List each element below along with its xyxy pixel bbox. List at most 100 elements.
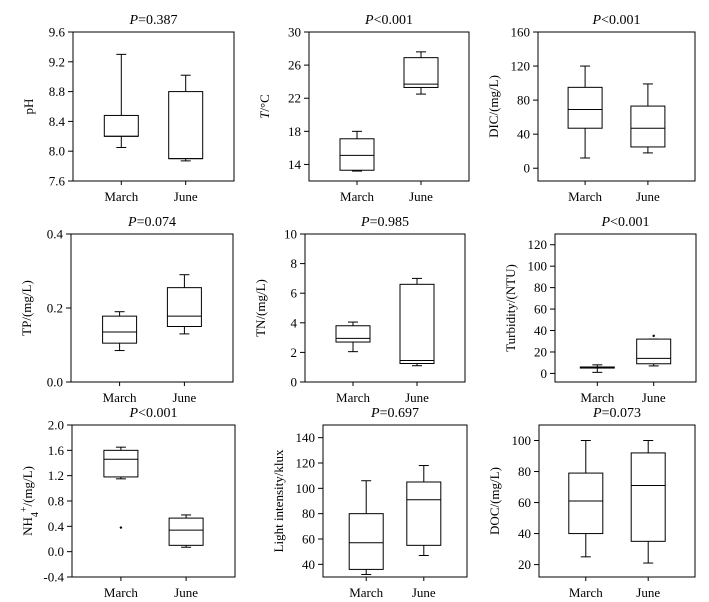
x-category-label: June bbox=[636, 189, 660, 204]
y-tick-label: 10 bbox=[284, 227, 297, 242]
x-category-label: March bbox=[580, 390, 614, 405]
y-label-rest: /(mg/L) bbox=[20, 466, 35, 506]
box-march bbox=[339, 130, 375, 172]
iqr-box bbox=[335, 325, 371, 343]
y-tick-label: 100 bbox=[296, 481, 316, 496]
outlier-point bbox=[652, 334, 655, 338]
y-tick-label: 20 bbox=[534, 344, 547, 359]
y-axis-label: Light intensity/klux bbox=[271, 449, 286, 552]
y-tick-label: 60 bbox=[302, 532, 315, 547]
title-p-value: =0.697 bbox=[380, 406, 419, 421]
y-tick-label: 60 bbox=[534, 302, 547, 317]
iqr-box bbox=[166, 287, 202, 327]
y-tick-label: 40 bbox=[517, 127, 530, 142]
iqr-box bbox=[102, 315, 138, 344]
y-label-sup: + bbox=[19, 506, 30, 512]
title-p-symbol: P bbox=[129, 13, 139, 28]
boxplot-panel-7: P<0.001 2.0 1.6 1.2 0.8 0.4 0.0 -0.4 NH4+/(mg/L)… bbox=[19, 406, 236, 600]
plot-frame bbox=[71, 424, 236, 578]
y-tick-label: 7.6 bbox=[49, 174, 66, 189]
iqr-box bbox=[636, 338, 672, 365]
y-tick-label: 80 bbox=[517, 93, 530, 108]
plot-frame bbox=[554, 233, 697, 383]
y-axis-label: TN/(mg/L) bbox=[253, 279, 268, 337]
y-tick-label: 0.0 bbox=[48, 544, 64, 559]
boxplot-panel-5: P=0.985 10 8 6 4 2 0 TN/(mg/L) March June bbox=[253, 215, 466, 405]
panel-title: P<0.001 bbox=[592, 13, 641, 28]
x-category-label: March bbox=[336, 390, 370, 405]
iqr-box bbox=[168, 91, 204, 160]
y-tick-label: 40 bbox=[302, 557, 315, 572]
y-tick-label: 1.6 bbox=[48, 443, 65, 458]
x-category-label: June bbox=[174, 189, 198, 204]
iqr-box bbox=[348, 513, 384, 570]
y-tick-label: 22 bbox=[288, 91, 301, 106]
iqr-box bbox=[103, 114, 139, 137]
box-june bbox=[166, 274, 202, 335]
iqr-box bbox=[339, 138, 375, 171]
panel-title: P<0.001 bbox=[601, 215, 650, 230]
x-category-label: March bbox=[568, 189, 602, 204]
y-tick-label: 8.4 bbox=[49, 114, 66, 129]
y-label-main: NH bbox=[20, 517, 35, 536]
box-march bbox=[103, 446, 139, 480]
plot-frame bbox=[308, 31, 470, 182]
panel-title: P=0.387 bbox=[129, 13, 178, 28]
box-march bbox=[567, 65, 603, 159]
iqr-box bbox=[406, 481, 442, 546]
y-axis-label: pH bbox=[21, 99, 36, 115]
y-tick-label: 18 bbox=[288, 124, 301, 139]
panel-title: P=0.697 bbox=[370, 406, 419, 421]
y-label-symbol: T bbox=[257, 111, 272, 119]
title-p-symbol: P bbox=[364, 13, 374, 28]
y-tick-label: 2 bbox=[291, 345, 298, 360]
panel-title: P=0.073 bbox=[592, 406, 641, 421]
y-tick-label: 4 bbox=[291, 315, 298, 330]
box-march bbox=[335, 321, 371, 353]
panel-title: P<0.001 bbox=[364, 13, 413, 28]
x-category-label: June bbox=[405, 390, 429, 405]
title-p-symbol: P bbox=[127, 215, 137, 230]
y-tick-label: -0.4 bbox=[43, 570, 64, 585]
y-tick-label: 0.4 bbox=[47, 227, 64, 242]
box-june bbox=[630, 83, 666, 154]
y-tick-label: 1.2 bbox=[48, 468, 64, 483]
boxplot-panel-9: P=0.073 100 80 60 40 20 DOC/(mg/L) March June bbox=[487, 406, 696, 600]
boxplot-panel-1: P=0.387 9.6 9.2 8.8 8.4 8.0 7.6 pH March June bbox=[21, 13, 235, 204]
y-tick-label: 0.2 bbox=[47, 301, 63, 316]
y-tick-label: 8.0 bbox=[49, 144, 65, 159]
title-p-symbol: P bbox=[129, 406, 139, 421]
y-tick-label: 100 bbox=[512, 433, 532, 448]
box-june bbox=[636, 338, 672, 367]
y-axis-label: DOC/(mg/L) bbox=[487, 467, 502, 535]
y-label-unit: /°C bbox=[257, 94, 272, 111]
plot-frame bbox=[322, 424, 468, 578]
x-category-label: March bbox=[104, 189, 138, 204]
y-tick-label: 120 bbox=[296, 456, 316, 471]
plot-frame bbox=[72, 31, 235, 182]
y-tick-label: 160 bbox=[511, 25, 531, 40]
title-p-symbol: P bbox=[592, 406, 602, 421]
box-june bbox=[168, 74, 204, 162]
y-tick-label: 140 bbox=[296, 430, 316, 445]
panel-title: P=0.074 bbox=[127, 215, 176, 230]
x-category-label: March bbox=[340, 189, 374, 204]
y-tick-label: 0.0 bbox=[47, 375, 63, 390]
iqr-box bbox=[630, 105, 666, 148]
title-p-symbol: P bbox=[592, 13, 602, 28]
iqr-box bbox=[168, 517, 204, 546]
box-march bbox=[103, 53, 139, 148]
y-tick-label: 0 bbox=[291, 375, 298, 390]
y-tick-label: 9.6 bbox=[49, 25, 66, 40]
y-tick-label: 2.0 bbox=[48, 418, 64, 433]
y-axis-label: TP/(mg/L) bbox=[19, 280, 34, 336]
title-p-value: =0.985 bbox=[370, 215, 409, 230]
x-category-label: June bbox=[174, 585, 198, 600]
x-category-label: June bbox=[409, 189, 433, 204]
y-tick-label: 40 bbox=[534, 323, 547, 338]
panel-title: P=0.985 bbox=[360, 215, 409, 230]
title-p-value: <0.001 bbox=[601, 13, 640, 28]
y-tick-label: 8.8 bbox=[49, 84, 65, 99]
iqr-box bbox=[568, 472, 604, 535]
